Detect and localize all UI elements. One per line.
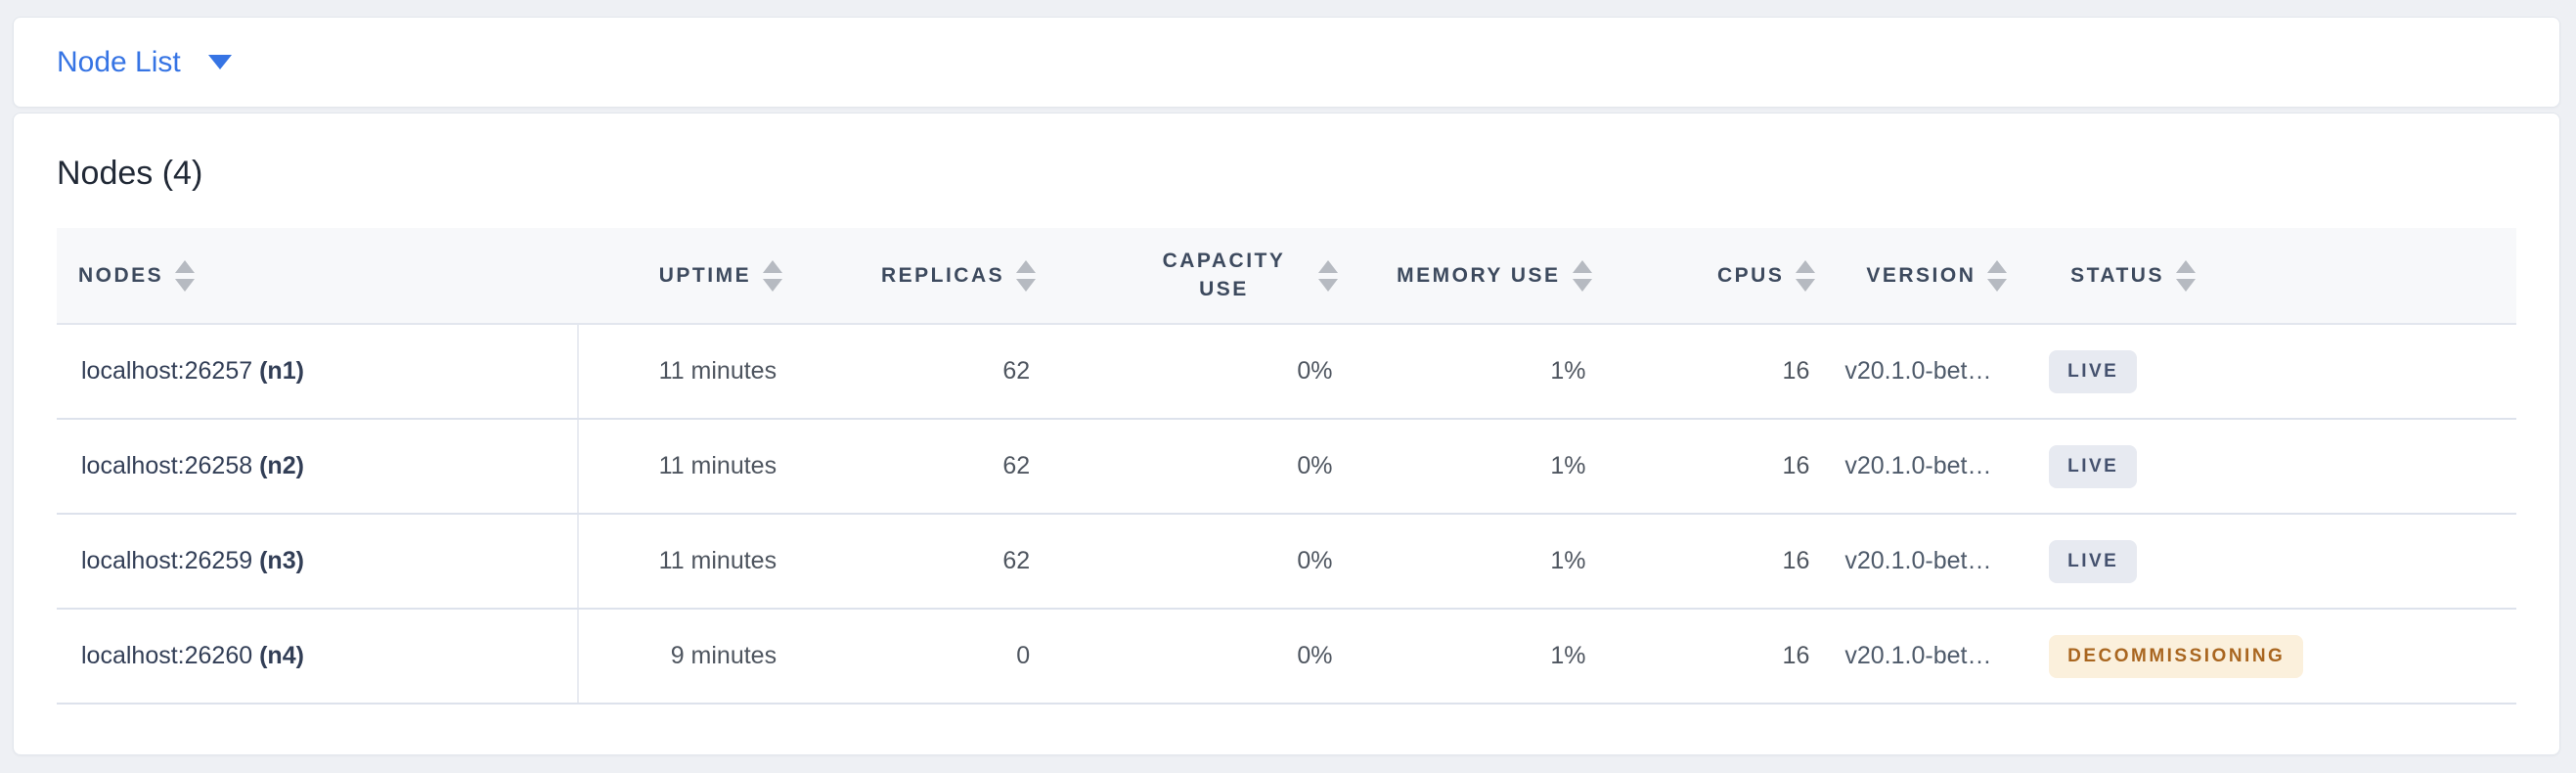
node-address-cell: localhost:26259 (n3): [57, 514, 580, 610]
node-row[interactable]: localhost:26258 (n2) 11 minutes 62 0% 1% 16 v2…: [57, 419, 2516, 515]
node-address-cell: localhost:26260 (n4): [57, 609, 580, 705]
node-id: (n4): [259, 642, 304, 669]
view-selector-card: Node List: [13, 17, 2560, 108]
sort-up-arrow-icon: [2175, 259, 2196, 273]
status-badge: LIVE: [2049, 539, 2138, 583]
node-id: (n3): [259, 547, 304, 574]
version-cell: v20.1.0-bet…: [1844, 419, 2050, 515]
sort-down-arrow-icon: [2175, 278, 2196, 292]
sort-up-arrow-icon: [763, 259, 783, 273]
sort-down-arrow-icon: [1572, 278, 1592, 292]
sort-up-arrow-icon: [1572, 259, 1592, 273]
sort-icon: [1572, 259, 1592, 292]
node-id: (n1): [259, 357, 304, 385]
column-header-status[interactable]: STATUS: [2049, 228, 2516, 325]
replicas-cell: 62: [812, 419, 1066, 515]
cpus-cell: 16: [1621, 419, 1845, 515]
table-body: localhost:26257 (n1) 11 minutes 62 0% 1% 16 v2…: [57, 324, 2516, 705]
sort-down-arrow-icon: [1987, 278, 2008, 292]
node-row[interactable]: localhost:26259 (n3) 11 minutes 62 0% 1% 16 v2…: [57, 514, 2516, 610]
capacity-use-cell: 0%: [1065, 419, 1368, 515]
capacity-use-cell: 0%: [1065, 324, 1368, 420]
capacity-use-cell: 0%: [1065, 609, 1368, 705]
view-selector-label: Node List: [57, 45, 181, 78]
version-cell: v20.1.0-bet…: [1844, 514, 2050, 610]
node-address: localhost:26258: [81, 452, 253, 479]
nodes-table: NODES UPTIME REPLICAS CAPACITY USE MEMORY US…: [57, 228, 2516, 705]
uptime-cell: 9 minutes: [578, 609, 813, 705]
status-cell: LIVE: [2049, 514, 2516, 610]
panel-title: Nodes (4): [57, 155, 203, 192]
sort-icon: [1016, 259, 1037, 292]
column-header-cpus[interactable]: CPUS: [1621, 228, 1845, 325]
sort-up-arrow-icon: [1318, 259, 1339, 273]
uptime-cell: 11 minutes: [578, 324, 813, 420]
status-cell: LIVE: [2049, 324, 2516, 420]
column-header-version[interactable]: VERSION: [1844, 228, 2050, 325]
sort-down-arrow-icon: [1016, 278, 1037, 292]
version-cell: v20.1.0-bet…: [1844, 609, 2050, 705]
sort-up-arrow-icon: [1987, 259, 2008, 273]
column-header-uptime[interactable]: UPTIME: [578, 228, 813, 325]
status-cell: LIVE: [2049, 419, 2516, 515]
memory-use-cell: 1%: [1367, 609, 1621, 705]
status-badge: DECOMMISSIONING: [2049, 634, 2304, 678]
column-label: CAPACITY USE: [1162, 250, 1286, 300]
cpus-cell: 16: [1621, 514, 1845, 610]
nodes-panel: Nodes (4) NODES UPTIME REPLICAS CAPACITY US…: [13, 113, 2560, 755]
sort-icon: [1318, 259, 1339, 292]
sort-icon: [175, 259, 196, 292]
sort-down-arrow-icon: [1796, 278, 1816, 292]
memory-use-cell: 1%: [1367, 514, 1621, 610]
column-label: NODES: [78, 263, 164, 287]
sort-icon: [1796, 259, 1816, 292]
node-address: localhost:26259: [81, 547, 253, 574]
cpus-cell: 16: [1621, 609, 1845, 705]
view-selector-dropdown[interactable]: Node List: [57, 46, 232, 79]
capacity-use-cell: 0%: [1065, 514, 1368, 610]
sort-down-arrow-icon: [1318, 278, 1339, 292]
table-header-row: NODES UPTIME REPLICAS CAPACITY USE MEMORY US…: [57, 228, 2516, 325]
sort-down-arrow-icon: [763, 278, 783, 292]
status-badge: LIVE: [2049, 349, 2138, 393]
replicas-cell: 0: [812, 609, 1066, 705]
node-id: (n2): [259, 452, 304, 479]
status-badge: LIVE: [2049, 444, 2138, 488]
node-row[interactable]: localhost:26260 (n4) 9 minutes 0 0% 1% 16 v20.…: [57, 609, 2516, 705]
node-address: localhost:26260: [81, 642, 253, 669]
memory-use-cell: 1%: [1367, 419, 1621, 515]
column-header-capacity_use[interactable]: CAPACITY USE: [1065, 228, 1368, 325]
column-label: REPLICAS: [880, 263, 1005, 287]
status-cell: DECOMMISSIONING: [2049, 609, 2516, 705]
column-header-nodes[interactable]: NODES: [57, 228, 579, 325]
column-label: STATUS: [2070, 263, 2164, 287]
sort-icon: [763, 259, 783, 292]
column-label: VERSION: [1866, 263, 1976, 287]
sort-down-arrow-icon: [175, 278, 196, 292]
cpus-cell: 16: [1621, 324, 1845, 420]
sort-up-arrow-icon: [1016, 259, 1037, 273]
node-address-cell: localhost:26257 (n1): [57, 324, 580, 420]
sort-icon: [2175, 259, 2196, 292]
column-header-replicas[interactable]: REPLICAS: [812, 228, 1066, 325]
uptime-cell: 11 minutes: [578, 419, 813, 515]
replicas-cell: 62: [812, 324, 1066, 420]
sort-icon: [1987, 259, 2008, 292]
replicas-cell: 62: [812, 514, 1066, 610]
column-label: UPTIME: [658, 263, 752, 287]
column-label: CPUS: [1717, 263, 1785, 287]
column-header-memory_use[interactable]: MEMORY USE: [1367, 228, 1621, 325]
memory-use-cell: 1%: [1367, 324, 1621, 420]
uptime-cell: 11 minutes: [578, 514, 813, 610]
version-cell: v20.1.0-bet…: [1844, 324, 2050, 420]
column-label: MEMORY USE: [1397, 263, 1561, 287]
sort-up-arrow-icon: [1796, 259, 1816, 273]
node-row[interactable]: localhost:26257 (n1) 11 minutes 62 0% 1% 16 v2…: [57, 324, 2516, 420]
node-address-cell: localhost:26258 (n2): [57, 419, 580, 515]
node-address: localhost:26257: [81, 357, 253, 385]
sort-up-arrow-icon: [175, 259, 196, 273]
caret-down-icon: [207, 55, 232, 69]
